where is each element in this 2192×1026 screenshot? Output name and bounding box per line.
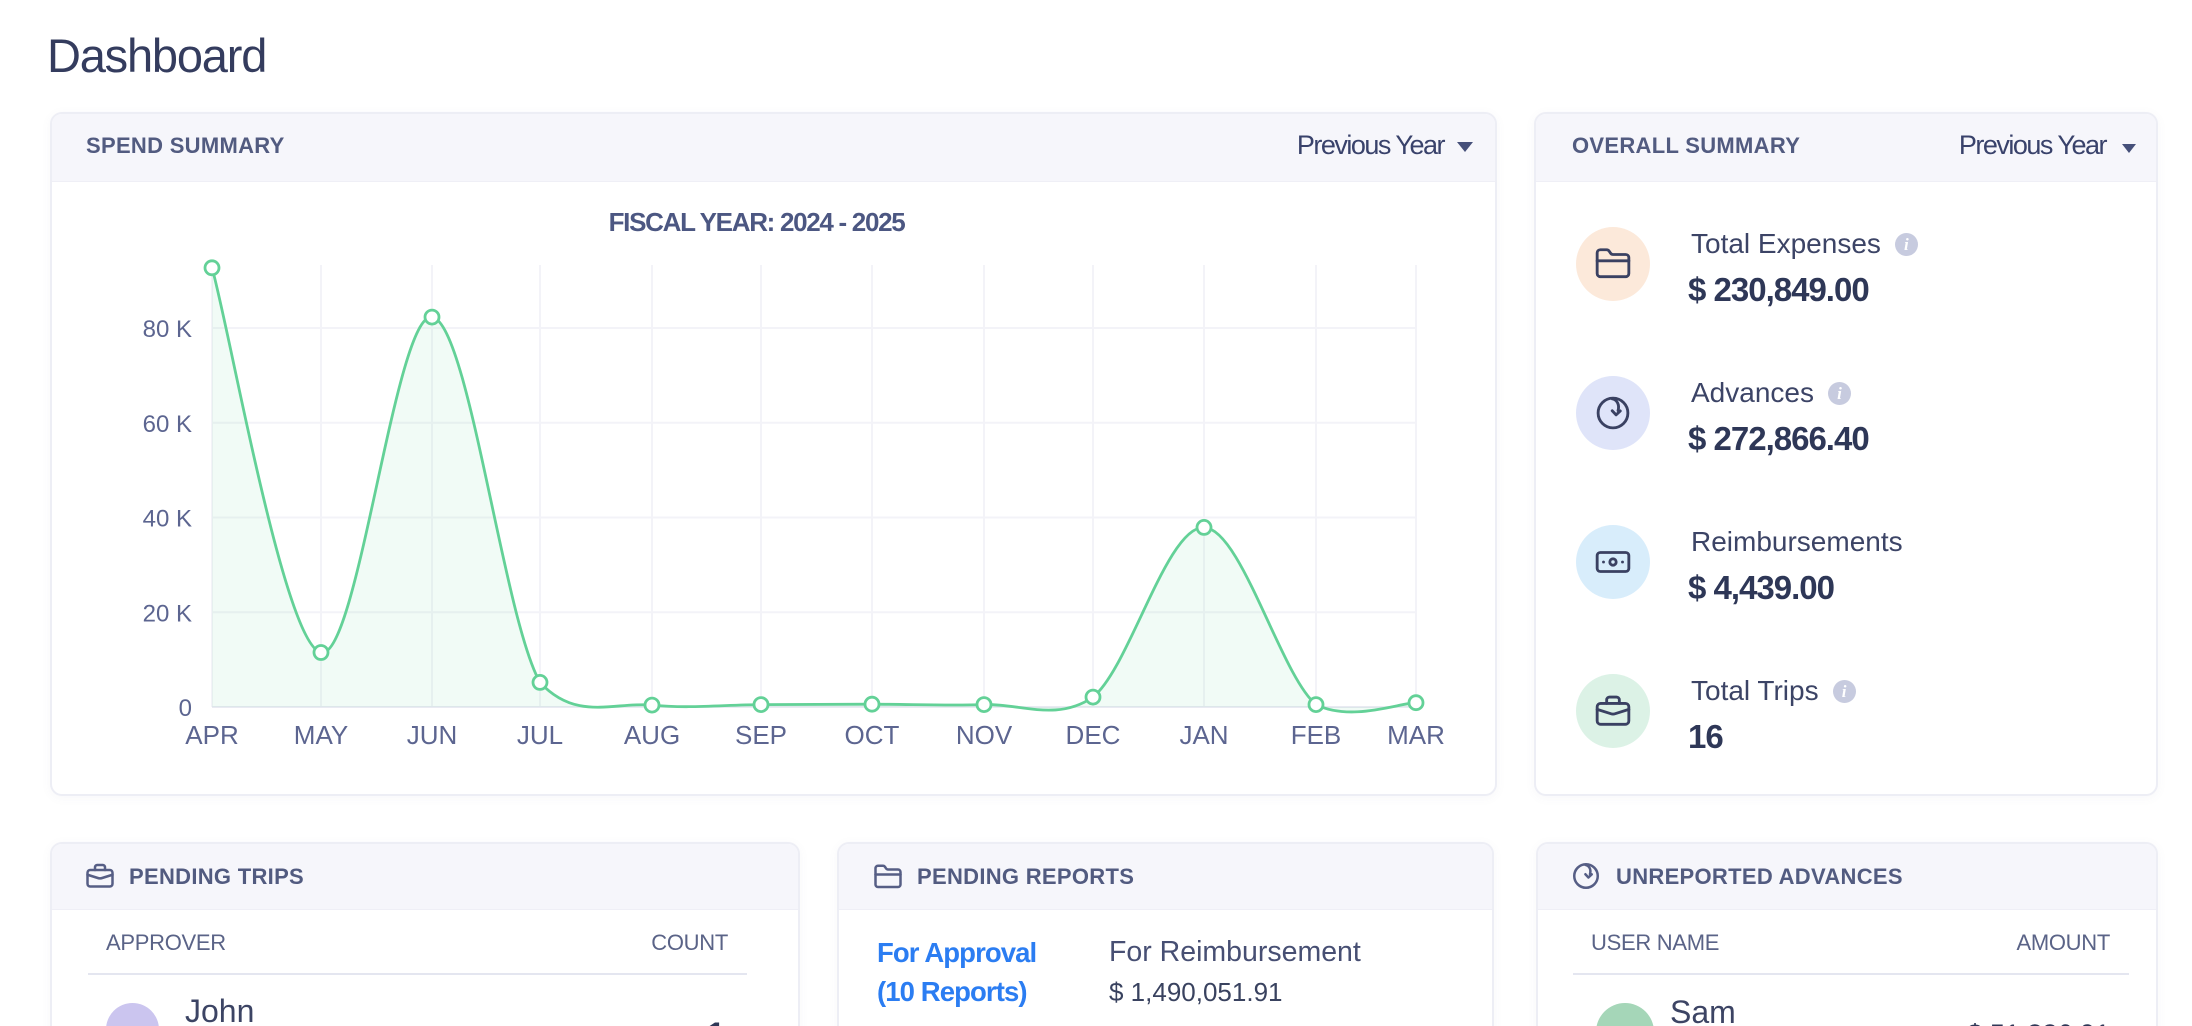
svg-text:MAY: MAY: [294, 720, 348, 750]
svg-text:JAN: JAN: [1179, 720, 1228, 750]
svg-text:80 K: 80 K: [143, 316, 192, 343]
svg-text:AUG: AUG: [624, 720, 680, 750]
svg-text:JUL: JUL: [517, 720, 563, 750]
svg-text:40 K: 40 K: [143, 506, 192, 533]
svg-text:FEB: FEB: [1291, 720, 1342, 750]
svg-text:20 K: 20 K: [143, 600, 192, 627]
svg-text:0: 0: [179, 695, 192, 722]
svg-text:OCT: OCT: [845, 720, 900, 750]
svg-text:60 K: 60 K: [143, 411, 192, 438]
svg-text:MAR: MAR: [1387, 720, 1445, 750]
svg-text:SEP: SEP: [735, 720, 787, 750]
svg-text:FISCAL YEAR: 2024 - 2025: FISCAL YEAR: 2024 - 2025: [609, 207, 906, 237]
svg-text:JUN: JUN: [407, 720, 458, 750]
svg-text:DEC: DEC: [1066, 720, 1121, 750]
svg-text:APR: APR: [185, 720, 238, 750]
svg-text:NOV: NOV: [956, 720, 1013, 750]
